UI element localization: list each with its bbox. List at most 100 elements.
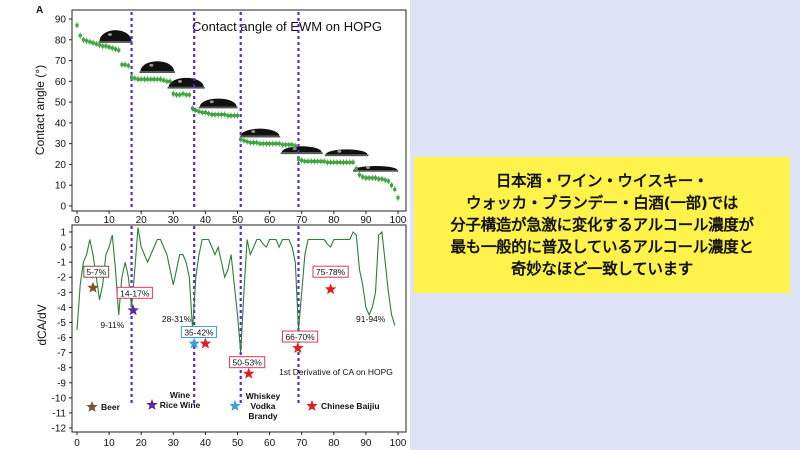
droplet-highlight bbox=[292, 147, 297, 151]
callout-line: 日本酒・ワイン・ウイスキー・ bbox=[495, 172, 709, 190]
x-tick-label: 20 bbox=[136, 438, 148, 449]
contact-angle-panel: A Contact angle of EWM on HOPG Contact a… bbox=[33, 5, 407, 226]
range-label-box bbox=[116, 286, 153, 299]
data-point bbox=[316, 159, 320, 163]
data-point bbox=[348, 160, 352, 164]
data-point bbox=[274, 142, 278, 146]
data-point bbox=[110, 46, 114, 50]
data-point bbox=[338, 160, 342, 164]
droplet-highlight bbox=[365, 166, 370, 169]
legend-label: Whiskey Vodka Brandy bbox=[246, 391, 281, 421]
legend-label-line: Beer bbox=[101, 402, 121, 412]
droplet-substrate bbox=[167, 86, 205, 89]
data-point bbox=[107, 45, 111, 49]
range-label-box bbox=[281, 330, 319, 343]
data-point bbox=[312, 159, 317, 163]
droplet-highlight bbox=[149, 63, 154, 67]
derivative-panel: dCA/dV 10-1-2-3-4-5-6-7-8-9-10-11-12 0 10… bbox=[35, 224, 407, 449]
data-point bbox=[113, 47, 118, 51]
callout-box: 日本酒・ワイン・ウイスキー・ ウォッカ・ブランデー・白酒(一部)では 分子構造が… bbox=[414, 157, 790, 293]
data-point bbox=[129, 75, 134, 79]
y-tick-label: 1 bbox=[60, 228, 66, 239]
data-point bbox=[322, 159, 326, 163]
x-tick-label: 0 bbox=[74, 438, 80, 449]
data-point bbox=[146, 77, 150, 81]
derivative-annotation: 1st Derivative of CA on HOPG bbox=[279, 367, 393, 377]
data-point bbox=[158, 77, 163, 81]
step-marker-lines bbox=[130, 12, 300, 210]
y-axis-label: Contact angle (°) bbox=[33, 65, 47, 155]
data-point bbox=[396, 196, 400, 200]
legend-star bbox=[146, 399, 158, 410]
data-point bbox=[120, 63, 124, 67]
x-tick-label: 0 bbox=[74, 215, 80, 226]
x-tick-label: 70 bbox=[296, 438, 308, 449]
beverage-star bbox=[127, 304, 139, 316]
range-label-box bbox=[229, 356, 266, 369]
data-point bbox=[242, 138, 246, 143]
y-tick-label: -11 bbox=[52, 408, 66, 419]
data-point bbox=[364, 176, 368, 180]
droplet-highlight bbox=[337, 149, 342, 153]
data-point bbox=[88, 40, 92, 44]
legend-star bbox=[229, 400, 241, 411]
range-label-box bbox=[312, 265, 349, 278]
data-point bbox=[264, 142, 268, 146]
data-point bbox=[207, 111, 211, 116]
data-point bbox=[261, 142, 265, 146]
data-point bbox=[223, 112, 227, 117]
data-point bbox=[300, 158, 304, 162]
callout-line: 奇妙なほど一致しています bbox=[511, 260, 693, 278]
data-point bbox=[271, 142, 275, 146]
data-point bbox=[255, 141, 259, 145]
droplet-substrate bbox=[324, 154, 369, 157]
data-point bbox=[133, 76, 137, 80]
droplet-image bbox=[325, 149, 368, 155]
data-point bbox=[251, 141, 256, 145]
data-point bbox=[354, 167, 358, 171]
data-point bbox=[174, 93, 179, 97]
range-label: 35-42% bbox=[184, 328, 214, 338]
y-tick-label: 40 bbox=[55, 118, 67, 129]
beverage-star bbox=[188, 337, 200, 349]
y-tick-label: -2 bbox=[57, 273, 66, 284]
callout-line: ウォッカ・ブランデー・白酒(一部)では bbox=[466, 194, 738, 212]
x-tick-label: 90 bbox=[360, 215, 372, 226]
legend-label-line: Wine bbox=[170, 390, 191, 400]
data-point bbox=[85, 39, 89, 43]
plot-frame bbox=[71, 9, 407, 212]
contact-angle-series bbox=[75, 22, 400, 201]
data-point bbox=[184, 93, 188, 97]
data-point bbox=[117, 48, 121, 52]
y-tick-label: -3 bbox=[57, 288, 66, 299]
data-point bbox=[91, 41, 95, 45]
data-point bbox=[280, 143, 285, 147]
data-point bbox=[226, 114, 230, 118]
x-tick-label: 40 bbox=[200, 215, 212, 226]
panel-letter: A bbox=[36, 5, 43, 16]
data-point bbox=[361, 175, 365, 179]
data-point bbox=[139, 77, 143, 81]
data-point bbox=[81, 38, 86, 42]
x-tick-label: 50 bbox=[232, 438, 244, 449]
data-point bbox=[235, 114, 240, 118]
beverage-star bbox=[199, 337, 212, 349]
y-tick-label: -9 bbox=[57, 378, 66, 389]
data-point bbox=[303, 159, 307, 163]
x-tick-label: 30 bbox=[168, 438, 180, 449]
data-point bbox=[328, 160, 333, 164]
data-point bbox=[200, 110, 204, 115]
data-point bbox=[258, 142, 262, 146]
x-tick-label: 60 bbox=[264, 215, 276, 226]
data-point bbox=[78, 34, 82, 38]
data-point bbox=[383, 178, 387, 182]
data-point bbox=[181, 92, 185, 96]
data-point bbox=[216, 112, 220, 117]
data-point bbox=[239, 137, 243, 142]
plot-frame bbox=[71, 224, 407, 433]
data-point bbox=[345, 160, 349, 164]
data-point bbox=[245, 139, 249, 144]
y-tick-label: 0 bbox=[60, 202, 66, 213]
data-point bbox=[293, 144, 297, 148]
legend-star bbox=[86, 401, 98, 412]
